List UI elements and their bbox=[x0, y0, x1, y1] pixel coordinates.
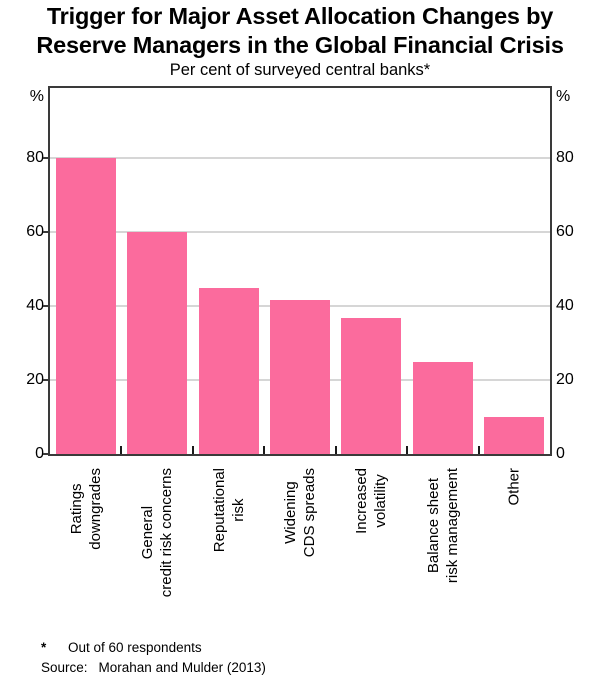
y-tick-label-left-40: 40 bbox=[26, 297, 44, 315]
y-tick-label-left-80: 80 bbox=[26, 149, 44, 167]
y-axis-unit-right: % bbox=[556, 88, 571, 105]
y-tick-label-left-60: 60 bbox=[26, 223, 44, 241]
footnote-row: * Out of 60 respondents bbox=[41, 640, 266, 656]
bar-balance-sheet-risk-management bbox=[412, 361, 473, 454]
y-tick-label-left-20: 20 bbox=[26, 371, 44, 389]
x-category-label: Reputational risk bbox=[210, 468, 247, 553]
y-tick-label-right-20: 20 bbox=[556, 371, 574, 389]
x-category-label: Other bbox=[505, 468, 523, 506]
y-axis-tick bbox=[43, 157, 48, 160]
plot-area bbox=[48, 86, 552, 456]
bar-increased-volatility bbox=[341, 318, 402, 454]
footnote-text: Out of 60 respondents bbox=[68, 640, 202, 655]
x-category-label: General credit risk concerns bbox=[139, 468, 176, 598]
gridline-80 bbox=[50, 157, 550, 160]
x-axis-tick bbox=[263, 446, 266, 454]
x-category-label: Balance sheet risk management bbox=[424, 468, 461, 584]
y-tick-label-right-0: 0 bbox=[556, 445, 565, 462]
source-label: Source: bbox=[41, 660, 88, 675]
x-axis-tick bbox=[477, 446, 480, 454]
footnote-block: * Out of 60 respondents Source: Morahan … bbox=[41, 640, 266, 680]
x-axis-tick bbox=[120, 446, 123, 454]
y-axis-unit-left: % bbox=[29, 88, 44, 105]
y-tick-label-right-80: 80 bbox=[556, 149, 574, 167]
y-axis-tick bbox=[43, 453, 48, 455]
source-text: Morahan and Mulder (2013) bbox=[98, 660, 266, 675]
y-tick-label-right-60: 60 bbox=[556, 223, 574, 241]
y-axis-tick bbox=[43, 379, 48, 382]
x-axis-tick bbox=[406, 446, 409, 454]
bar-reputational-risk bbox=[198, 287, 259, 454]
bar-other bbox=[484, 417, 545, 454]
y-axis-tick bbox=[43, 305, 48, 308]
x-category-label: Ratings downgrades bbox=[67, 468, 104, 550]
footnote-marker: * bbox=[41, 640, 47, 655]
y-axis-tick bbox=[43, 231, 48, 234]
source-row: Source: Morahan and Mulder (2013) bbox=[41, 660, 266, 676]
bar-general-credit-risk-concerns bbox=[127, 232, 188, 454]
chart-subtitle: Per cent of surveyed central banks* bbox=[169, 61, 431, 79]
bar-ratings-downgrades bbox=[55, 158, 116, 454]
chart-title-line1: Trigger for Major Asset Allocation Chang… bbox=[46, 3, 554, 29]
y-tick-label-left-0: 0 bbox=[35, 445, 44, 462]
x-axis-tick bbox=[191, 446, 194, 454]
y-tick-label-right-40: 40 bbox=[556, 297, 574, 315]
chart-title: Trigger for Major Asset Allocation Chang… bbox=[0, 2, 600, 59]
gridline-60 bbox=[50, 231, 550, 234]
x-category-label: Increased volatility bbox=[353, 468, 390, 534]
x-axis-tick bbox=[334, 446, 337, 454]
chart-title-line2: Reserve Managers in the Global Financial… bbox=[36, 31, 564, 58]
bar-widening-cds-spreads bbox=[270, 299, 330, 454]
x-category-label: Widening CDS spreads bbox=[281, 468, 318, 558]
